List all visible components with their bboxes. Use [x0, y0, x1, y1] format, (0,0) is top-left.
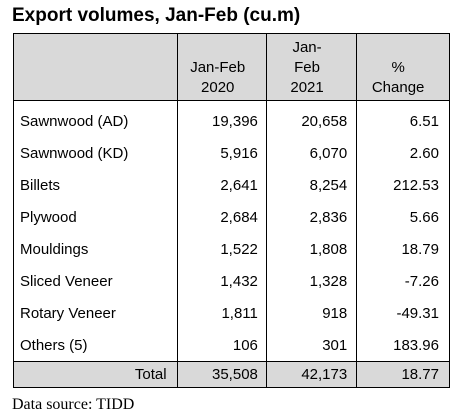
total-label: Total [13, 361, 178, 388]
row-value-2021: 6,070 [265, 137, 358, 169]
row-value-2020: 1,811 [176, 297, 267, 329]
row-value-2021: 1,808 [265, 233, 358, 265]
header-jan-feb-2021: Jan- Feb 2021 [265, 33, 358, 101]
row-value-2020: 1,432 [176, 265, 267, 297]
row-percent-change: 6.51 [356, 100, 450, 137]
row-value-2021: 1,328 [265, 265, 358, 297]
total-percent-change: 18.77 [356, 361, 450, 388]
table-row: Others (5) 106 301 183.96 [13, 329, 450, 362]
row-label: Plywood [13, 201, 178, 233]
row-value-2020: 1,522 [176, 233, 267, 265]
row-value-2021: 301 [265, 329, 358, 362]
row-value-2021: 8,254 [265, 169, 358, 201]
row-label: Sliced Veneer [13, 265, 178, 297]
row-label: Mouldings [13, 233, 178, 265]
table-row: Plywood 2,684 2,836 5.66 [13, 201, 450, 233]
total-row: Total 35,508 42,173 18.77 [13, 361, 450, 388]
row-value-2021: 20,658 [265, 100, 358, 137]
header-percent-change: % Change [356, 33, 450, 101]
data-source-note: Data source: TIDD [12, 396, 135, 413]
row-value-2020: 2,684 [176, 201, 267, 233]
table-row: Sawnwood (AD) 19,396 20,658 6.51 [13, 100, 450, 137]
header-jan-feb-2020: Jan-Feb 2020 [176, 33, 267, 101]
header-row: Jan-Feb 2020 Jan- Feb 2021 % Change [13, 33, 450, 101]
table-row: Billets 2,641 8,254 212.53 [13, 169, 450, 201]
row-percent-change: 2.60 [356, 137, 450, 169]
row-percent-change: 183.96 [356, 329, 450, 362]
row-label: Billets [13, 169, 178, 201]
row-percent-change: -49.31 [356, 297, 450, 329]
header-label-cell [13, 33, 178, 101]
row-value-2020: 106 [176, 329, 267, 362]
row-percent-change: 5.66 [356, 201, 450, 233]
row-value-2021: 918 [265, 297, 358, 329]
row-value-2020: 5,916 [176, 137, 267, 169]
table-row: Sliced Veneer 1,432 1,328 -7.26 [13, 265, 450, 297]
total-value-2020: 35,508 [176, 361, 267, 388]
table-row: Mouldings 1,522 1,808 18.79 [13, 233, 450, 265]
row-label: Others (5) [13, 329, 178, 362]
total-value-2021: 42,173 [265, 361, 358, 388]
table-title: Export volumes, Jan-Feb (cu.m) [12, 5, 301, 26]
table-row: Rotary Veneer 1,811 918 -49.31 [13, 297, 450, 329]
row-label: Sawnwood (AD) [13, 100, 178, 137]
row-value-2021: 2,836 [265, 201, 358, 233]
row-percent-change: 18.79 [356, 233, 450, 265]
row-percent-change: 212.53 [356, 169, 450, 201]
row-label: Rotary Veneer [13, 297, 178, 329]
table-row: Sawnwood (KD) 5,916 6,070 2.60 [13, 137, 450, 169]
row-percent-change: -7.26 [356, 265, 450, 297]
export-volumes-table: Jan-Feb 2020 Jan- Feb 2021 % Change Sawnwood… [13, 33, 450, 388]
row-value-2020: 19,396 [176, 100, 267, 137]
row-value-2020: 2,641 [176, 169, 267, 201]
row-label: Sawnwood (KD) [13, 137, 178, 169]
